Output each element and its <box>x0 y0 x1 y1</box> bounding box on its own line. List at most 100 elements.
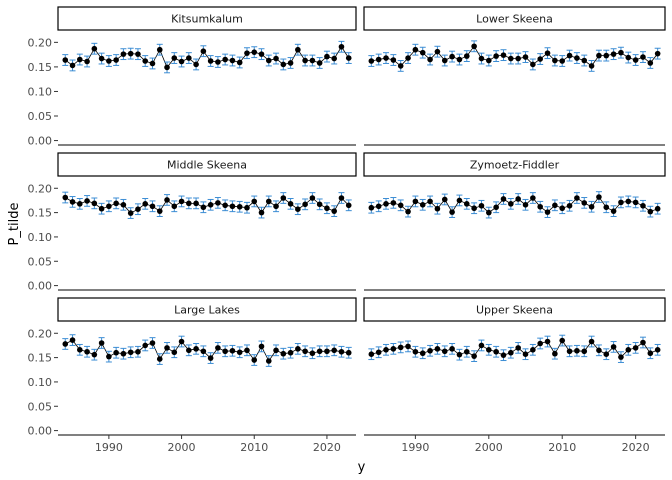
data-point <box>647 208 654 215</box>
data-point <box>588 203 595 210</box>
data-point <box>368 204 375 211</box>
data-point <box>647 60 654 66</box>
x-tick-label: 1990 <box>95 441 123 454</box>
data-point <box>200 348 207 355</box>
data-point <box>98 55 105 62</box>
data-point <box>280 195 287 201</box>
data-point <box>324 53 330 60</box>
data-point <box>324 348 330 355</box>
data-point <box>397 63 404 69</box>
data-point <box>493 53 499 59</box>
data-point <box>186 347 192 354</box>
data-point <box>280 61 287 68</box>
data-point <box>127 50 134 57</box>
data-point <box>244 204 250 211</box>
data-point <box>62 57 69 63</box>
data-point <box>486 209 492 216</box>
data-point <box>640 339 646 346</box>
data-point <box>632 345 639 351</box>
data-point <box>405 55 411 61</box>
facet-label: Large Lakes <box>174 304 240 317</box>
data-point <box>280 350 287 357</box>
y-tick-label: 0.05 <box>28 400 53 413</box>
data-point <box>559 205 566 212</box>
data-point <box>427 347 433 354</box>
data-point <box>515 196 521 202</box>
data-point <box>456 351 463 358</box>
data-point <box>338 195 345 201</box>
y-tick-label: 0.20 <box>28 36 53 49</box>
series-line <box>65 339 349 362</box>
y-tick-label: 0.05 <box>28 255 53 268</box>
panel-lower-skeena: Lower Skeena <box>363 6 666 146</box>
series-line <box>371 45 659 67</box>
data-point <box>244 347 250 354</box>
data-point <box>77 201 83 207</box>
data-point <box>200 204 207 211</box>
data-point <box>98 205 105 212</box>
data-point <box>193 200 199 207</box>
y-tick-label: 0.00 <box>28 135 53 148</box>
facet-label: Lower Skeena <box>476 13 553 26</box>
data-point <box>316 60 323 66</box>
data-point <box>178 198 185 205</box>
data-point <box>566 348 573 355</box>
data-point <box>287 60 294 66</box>
facet-strip <box>363 6 666 31</box>
data-point <box>419 202 426 208</box>
data-point <box>331 55 337 62</box>
data-point <box>156 46 163 53</box>
data-point <box>559 58 566 64</box>
data-point <box>486 347 492 353</box>
data-point <box>574 195 580 201</box>
data-point <box>149 203 156 210</box>
data-point <box>405 343 411 350</box>
data-point <box>640 54 646 60</box>
data-point <box>106 353 112 360</box>
data-point <box>164 197 170 203</box>
data-point <box>287 201 294 207</box>
data-point <box>478 342 485 349</box>
data-point <box>338 43 345 50</box>
data-point <box>647 350 654 357</box>
data-point <box>500 352 507 358</box>
data-point <box>441 57 448 64</box>
y-tick-label: 0.10 <box>28 231 53 244</box>
data-point <box>273 347 279 354</box>
y-tick-label: 0.15 <box>28 61 53 74</box>
x-tick-label: 2020 <box>622 441 650 454</box>
series-line <box>65 197 349 214</box>
data-point <box>302 57 308 64</box>
panel-zymoetz-fiddler: Zymoetz-Fiddler <box>363 152 666 291</box>
data-point <box>397 202 404 209</box>
data-point <box>113 349 119 356</box>
data-point <box>222 348 228 355</box>
facet-label: Middle Skeena <box>167 159 247 172</box>
data-point <box>229 347 236 354</box>
data-point <box>566 202 573 209</box>
data-point <box>596 347 602 354</box>
data-point <box>618 354 624 360</box>
data-point <box>62 341 69 347</box>
data-point <box>383 347 389 353</box>
data-point <box>309 195 316 201</box>
data-point <box>449 346 455 352</box>
data-point <box>207 355 214 361</box>
data-point <box>390 200 397 206</box>
data-point <box>127 349 134 356</box>
data-point <box>419 350 426 357</box>
data-point <box>200 48 207 54</box>
facet-strip <box>363 152 666 177</box>
data-point <box>471 205 477 212</box>
x-tick-label: 2000 <box>168 441 196 454</box>
series-line <box>371 196 658 214</box>
data-point <box>331 347 337 354</box>
data-point <box>135 348 141 355</box>
data-point <box>295 346 301 352</box>
data-point <box>171 349 178 356</box>
data-point <box>471 43 477 50</box>
data-point <box>338 348 345 355</box>
data-point <box>654 205 661 212</box>
y-tick-label: 0.20 <box>28 327 53 340</box>
